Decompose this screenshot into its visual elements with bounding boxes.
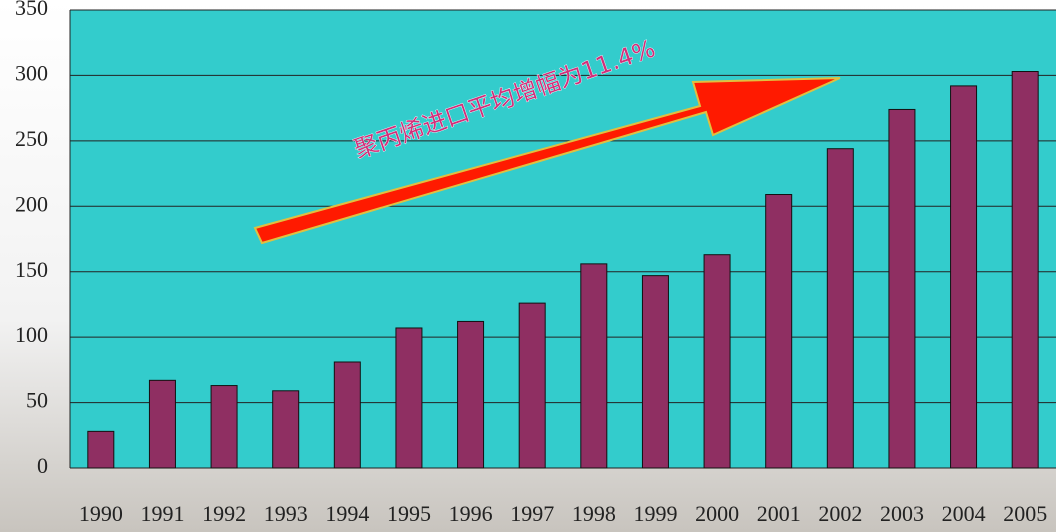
- bar: [87, 430, 115, 469]
- bar: [518, 302, 546, 469]
- bar: [210, 385, 238, 469]
- x-tick-label: 2005: [1003, 501, 1047, 526]
- y-tick-label: 100: [15, 322, 48, 347]
- bar: [765, 194, 793, 469]
- y-tick-label: 50: [26, 388, 48, 413]
- bar: [395, 327, 423, 469]
- trend-arrow: [253, 77, 841, 245]
- y-tick-label: 150: [15, 257, 48, 282]
- x-tick-label: 1995: [387, 501, 431, 526]
- y-tick-label: 200: [15, 191, 48, 216]
- x-tick-label: 2000: [695, 501, 739, 526]
- bar: [580, 263, 608, 469]
- y-tick-label: 0: [37, 453, 48, 478]
- bar: [457, 320, 485, 469]
- x-tick-label: 2002: [818, 501, 862, 526]
- x-tick-label: 2001: [757, 501, 801, 526]
- x-tick-label: 2003: [880, 501, 924, 526]
- bar: [888, 108, 916, 469]
- bar: [641, 275, 669, 469]
- y-tick-label: 300: [15, 60, 48, 85]
- x-tick-label: 1990: [79, 501, 123, 526]
- x-tick-label: 1994: [325, 501, 369, 526]
- bar: [703, 254, 731, 469]
- y-tick-label: 250: [15, 126, 48, 151]
- x-tick-label: 1997: [510, 501, 554, 526]
- x-tick-label: 1992: [202, 501, 246, 526]
- y-tick-label: 350: [15, 0, 48, 20]
- x-tick-label: 2004: [942, 501, 986, 526]
- x-tick-label: 1993: [264, 501, 308, 526]
- x-tick-label: 1996: [449, 501, 493, 526]
- bar: [148, 379, 176, 469]
- bar: [272, 390, 300, 469]
- x-tick-label: 1999: [633, 501, 677, 526]
- bar: [1011, 71, 1039, 469]
- bar: [333, 361, 361, 469]
- bars: [87, 71, 1039, 469]
- bar: [826, 148, 854, 469]
- bar: [950, 85, 978, 469]
- x-tick-label: 1991: [140, 501, 184, 526]
- x-tick-label: 1998: [572, 501, 616, 526]
